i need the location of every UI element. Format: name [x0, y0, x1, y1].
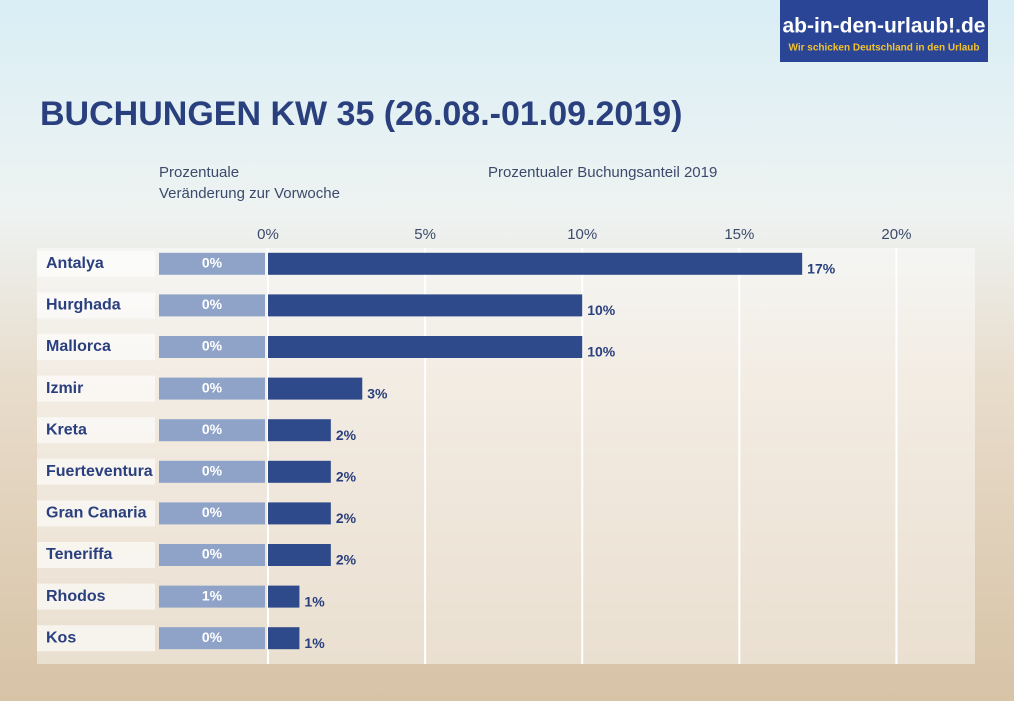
- change-cell: [159, 419, 265, 442]
- change-label: 0%: [202, 296, 223, 312]
- change-label: 0%: [202, 463, 223, 479]
- bar: [268, 585, 300, 608]
- bar: [268, 627, 300, 650]
- value-label: 2%: [336, 510, 357, 526]
- change-cell: [159, 252, 265, 275]
- category-label: Hurghada: [46, 297, 121, 314]
- category-label: Antalya: [46, 255, 104, 272]
- change-label: 0%: [202, 338, 223, 354]
- bar: [268, 252, 803, 275]
- category-cell: [37, 375, 155, 402]
- bar: [268, 336, 583, 358]
- category-cell: [37, 292, 155, 319]
- category-label: Rhodos: [46, 588, 106, 605]
- value-label: 3%: [367, 385, 388, 401]
- bar: [268, 502, 331, 525]
- value-label: 2%: [336, 552, 357, 568]
- value-label: 1%: [304, 635, 325, 651]
- category-label: Izmir: [46, 380, 83, 397]
- change-cell: [159, 585, 265, 608]
- category-label: Fuerteventura: [46, 463, 153, 480]
- change-cell: [159, 627, 265, 650]
- category-cell: [37, 250, 155, 277]
- change-label: 0%: [202, 629, 223, 645]
- change-label: 0%: [202, 504, 223, 520]
- bar: [268, 377, 363, 400]
- bar: [268, 544, 331, 566]
- change-header: Prozentuale Veränderung zur Vorwoche: [159, 164, 340, 202]
- x-tick-label: 10%: [567, 226, 597, 243]
- category-label: Gran Canaria: [46, 505, 147, 522]
- bar: [268, 294, 583, 317]
- change-label: 0%: [202, 421, 223, 437]
- change-label: 0%: [202, 546, 223, 562]
- value-label: 1%: [304, 593, 325, 609]
- change-label: 0%: [202, 255, 223, 271]
- change-cell: [159, 460, 265, 483]
- share-header: Prozentualer Buchungsanteil 2019: [488, 164, 718, 181]
- value-label: 17%: [807, 261, 836, 277]
- value-label: 10%: [587, 302, 616, 318]
- category-label: Kos: [46, 629, 76, 646]
- change-label: 1%: [202, 587, 223, 603]
- category-cell: [37, 417, 155, 444]
- category-cell: [37, 458, 155, 485]
- bar: [268, 460, 331, 483]
- logo-slogan: Wir schicken Deutschland in den Urlaub: [788, 43, 979, 54]
- bar: [268, 419, 331, 442]
- category-label: Mallorca: [46, 338, 111, 355]
- logo-box: [780, 0, 988, 62]
- change-cell: [159, 544, 265, 566]
- change-cell: [159, 294, 265, 317]
- category-label: Kreta: [46, 421, 87, 438]
- category-cell: [37, 500, 155, 527]
- category-label: Teneriffa: [46, 546, 112, 563]
- value-label: 2%: [336, 427, 357, 443]
- category-cell: [37, 625, 155, 652]
- category-cell: [37, 334, 155, 360]
- logo-name: ab-in-den-urlaub!.de: [783, 15, 986, 38]
- change-cell: [159, 377, 265, 400]
- x-tick-label: 20%: [881, 226, 911, 243]
- change-label: 0%: [202, 379, 223, 395]
- change-cell: [159, 336, 265, 358]
- x-tick-label: 15%: [724, 226, 754, 243]
- chart-title: BUCHUNGEN KW 35 (26.08.-01.09.2019): [40, 95, 682, 133]
- category-cell: [37, 542, 155, 568]
- value-label: 10%: [587, 344, 616, 360]
- x-tick-label: 5%: [414, 226, 436, 243]
- change-cell: [159, 502, 265, 525]
- value-label: 2%: [336, 469, 357, 485]
- category-cell: [37, 583, 155, 610]
- x-tick-label: 0%: [257, 226, 279, 243]
